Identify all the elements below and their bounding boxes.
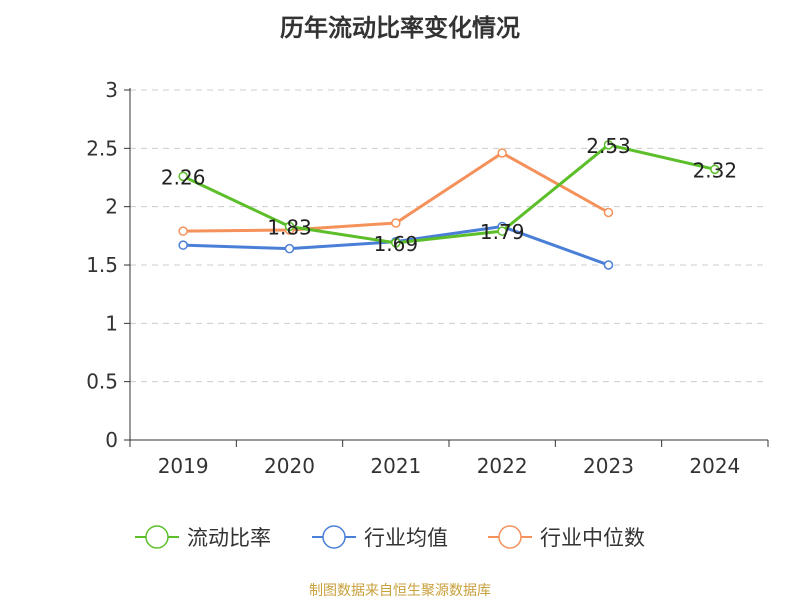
data-label: 1.69 bbox=[374, 232, 419, 256]
data-label: 1.79 bbox=[480, 220, 525, 244]
data-point bbox=[178, 171, 188, 182]
x-tick-label: 2019 bbox=[158, 454, 209, 478]
data-point bbox=[710, 164, 720, 175]
legend-marker bbox=[322, 525, 346, 549]
chart-title: 历年流动比率变化情况 bbox=[280, 14, 520, 42]
y-tick-label: 2.5 bbox=[86, 136, 118, 160]
data-label: 2.26 bbox=[161, 165, 206, 189]
legend-label: 行业中位数 bbox=[540, 526, 645, 550]
y-tick-label: 0 bbox=[105, 428, 118, 452]
data-point bbox=[178, 240, 188, 250]
x-tick-label: 2022 bbox=[477, 454, 528, 478]
data-point bbox=[284, 221, 295, 232]
data-point bbox=[284, 243, 295, 254]
y-tick-label: 0.5 bbox=[86, 370, 118, 394]
data-point bbox=[497, 226, 507, 236]
x-tick-label: 2024 bbox=[689, 454, 740, 478]
data-point bbox=[603, 207, 614, 218]
series-1 bbox=[178, 140, 720, 248]
data-point bbox=[178, 226, 188, 236]
y-tick-label: 2 bbox=[105, 195, 118, 219]
y-tick-label: 1.5 bbox=[86, 253, 118, 277]
data-point bbox=[391, 238, 401, 248]
data-label: 2.32 bbox=[693, 158, 738, 182]
legend-marker bbox=[145, 525, 169, 549]
source-note: 制图数据来自恒生聚源数据库 bbox=[309, 583, 491, 599]
series-line bbox=[182, 143, 716, 245]
legend-item: 行业均值 bbox=[312, 525, 448, 550]
legend-label: 流动比率 bbox=[187, 526, 271, 550]
y-tick-label: 3 bbox=[105, 78, 118, 102]
x-tick-label: 2023 bbox=[583, 454, 634, 478]
data-point bbox=[603, 260, 614, 270]
data-label: 2.53 bbox=[586, 134, 631, 158]
series-lines bbox=[178, 140, 720, 270]
legend: 流动比率 行业均值 行业中位数 bbox=[135, 525, 645, 550]
y-tick-label: 1 bbox=[105, 311, 118, 335]
series-3 bbox=[178, 148, 614, 236]
x-tick-label: 2021 bbox=[370, 454, 421, 478]
data-label: 1.83 bbox=[267, 216, 312, 240]
grid-lines bbox=[130, 89, 768, 383]
legend-label: 行业均值 bbox=[364, 526, 448, 550]
x-tick-label: 2020 bbox=[264, 454, 315, 478]
data-point bbox=[497, 148, 507, 158]
legend-item: 流动比率 bbox=[135, 525, 271, 550]
legend-marker bbox=[498, 525, 522, 549]
data-point bbox=[603, 140, 614, 150]
data-point bbox=[391, 218, 401, 228]
data-labels: 2.26 1.83 1.69 1.79 2.53 2.32 bbox=[161, 134, 737, 256]
legend-item: 行业中位数 bbox=[488, 525, 645, 550]
